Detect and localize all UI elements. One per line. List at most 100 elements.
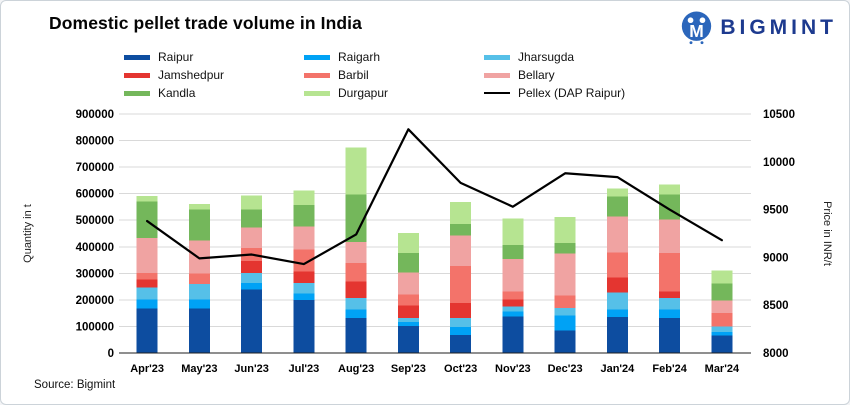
bar-segment-raigarh-feb-24	[659, 309, 681, 318]
legend-column: Raipur Jamshedpur Kandla	[124, 50, 224, 100]
legend-item-bellary: Bellary	[484, 68, 625, 82]
bar-segment-raigarh-jul-23	[293, 293, 315, 301]
right-axis-title: Price in INR/t	[821, 201, 833, 266]
legend-item-raigarh: Raigarh	[304, 50, 388, 64]
legend-item-kandla: Kandla	[124, 86, 224, 100]
bar-segment-jamshedpur-feb-24	[659, 291, 681, 299]
legend-item-pellex-dap-raipur: Pellex (DAP Raipur)	[484, 86, 625, 100]
x-axis-label: Aug'23	[338, 363, 374, 375]
left-axis-tick-label: 700000	[76, 162, 114, 174]
bar-segment-kandla-mar-24	[711, 283, 733, 301]
bar-segment-jamshedpur-sep-23	[397, 305, 419, 318]
x-axis-label: Sep'23	[391, 363, 426, 375]
bar-segment-durgapur-mar-24	[711, 270, 733, 284]
bar-segment-durgapur-jan-24	[606, 188, 628, 197]
bar-segment-barbil-feb-24	[659, 252, 681, 292]
bar-segment-barbil-jan-24	[606, 252, 628, 278]
bigmint-logo: M BIGMINT	[680, 10, 837, 46]
legend-color-swatch	[304, 90, 330, 96]
legend-item-raipur: Raipur	[124, 50, 224, 64]
legend-label: Raipur	[158, 50, 194, 64]
legend-column: Jharsugda Bellary Pellex (DAP Raipur)	[484, 50, 625, 100]
legend-label: Jamshedpur	[158, 68, 225, 82]
bar-segment-barbil-apr-23	[136, 273, 158, 280]
bar-segment-raigarh-aug-23	[345, 309, 367, 318]
bar-segment-raipur-aug-23	[345, 317, 367, 353]
bar-segment-barbil-mar-24	[711, 313, 733, 327]
left-axis-tick-label: 600000	[76, 189, 114, 201]
bar-segment-jharsugda-dec-23	[554, 308, 576, 316]
bar-segment-kandla-oct-23	[450, 224, 472, 236]
bar-segment-durgapur-sep-23	[397, 233, 419, 254]
legend-label: Jharsugda	[518, 50, 575, 64]
x-axis-label: Mar'24	[705, 363, 740, 375]
bar-segment-bellary-dec-23	[554, 253, 576, 296]
bar-segment-kandla-jun-23	[241, 209, 263, 228]
x-axis-label: Jan'24	[600, 363, 635, 375]
bar-segment-raipur-may-23	[188, 308, 210, 353]
right-axis-tick-label: 8500	[763, 300, 789, 312]
bigmint-wordmark: BIGMINT	[720, 16, 837, 39]
bar-segment-barbil-jul-23	[293, 249, 315, 272]
bar-segment-raigarh-mar-24	[711, 331, 733, 336]
bar-segment-barbil-aug-23	[345, 262, 367, 282]
bar-segment-raipur-jun-23	[241, 289, 263, 353]
bar-segment-raigarh-oct-23	[450, 326, 472, 336]
legend-item-jamshedpur: Jamshedpur	[124, 68, 224, 82]
x-axis-label: Dec'23	[548, 363, 583, 375]
bar-segment-barbil-dec-23	[554, 295, 576, 309]
legend-color-swatch	[484, 54, 510, 60]
bar-segment-barbil-may-23	[188, 273, 210, 284]
legend-label: Kandla	[158, 86, 196, 100]
x-axis-label: Feb'24	[652, 363, 687, 375]
bar-segment-jharsugda-oct-23	[450, 317, 472, 327]
bar-segment-raipur-dec-23	[554, 330, 576, 353]
bar-segment-jharsugda-aug-23	[345, 298, 367, 310]
bar-segment-kandla-sep-23	[397, 253, 419, 273]
bar-segment-bellary-apr-23	[136, 238, 158, 274]
bar-segment-raigarh-dec-23	[554, 315, 576, 331]
legend-label: Durgapur	[338, 86, 389, 100]
bar-segment-jamshedpur-jul-23	[293, 271, 315, 283]
right-axis-tick-label: 10000	[763, 157, 795, 169]
bar-segment-bellary-jul-23	[293, 226, 315, 250]
x-axis-label: Nov'23	[495, 363, 531, 375]
right-axis-tick-label: 8000	[763, 348, 789, 360]
bigmint-logo-icon: M	[682, 11, 712, 45]
bar-segment-raipur-nov-23	[502, 316, 524, 353]
right-axis-tick-label: 9000	[763, 252, 789, 264]
legend-color-swatch	[484, 72, 510, 78]
x-axis-label: Oct'23	[444, 363, 477, 375]
bar-segment-jamshedpur-apr-23	[136, 279, 158, 288]
bar-segment-barbil-oct-23	[450, 266, 472, 303]
bar-segment-jamshedpur-jan-24	[606, 277, 628, 293]
bar-segment-raigarh-jan-24	[606, 309, 628, 317]
left-axis-tick-label: 500000	[76, 215, 114, 227]
bar-segment-raigarh-apr-23	[136, 299, 158, 309]
legend-color-swatch	[124, 90, 150, 96]
bar-segment-kandla-aug-23	[345, 194, 367, 242]
bar-segment-durgapur-feb-24	[659, 184, 681, 195]
bar-segment-jamshedpur-oct-23	[450, 302, 472, 318]
bar-segment-kandla-dec-23	[554, 242, 576, 254]
bar-segment-durgapur-nov-23	[502, 218, 524, 246]
left-axis-tick-label: 0	[108, 348, 114, 360]
left-axis-tick-label: 300000	[76, 268, 114, 280]
bar-segment-raipur-oct-23	[450, 335, 472, 353]
legend-color-swatch	[304, 54, 330, 60]
bar-segment-jharsugda-nov-23	[502, 306, 524, 312]
x-axis-label: May'23	[181, 363, 217, 375]
left-axis-tick-label: 200000	[76, 295, 114, 307]
bar-segment-jharsugda-jun-23	[241, 272, 263, 283]
bar-segment-bellary-may-23	[188, 240, 210, 274]
legend-label: Pellex (DAP Raipur)	[518, 86, 626, 100]
bar-segment-kandla-jul-23	[293, 204, 315, 227]
x-axis-label: Jun'23	[234, 363, 268, 375]
bar-segment-jamshedpur-jun-23	[241, 261, 263, 273]
bar-segment-raipur-jul-23	[293, 300, 315, 353]
legend-item-durgapur: Durgapur	[304, 86, 388, 100]
left-axis-tick-label: 800000	[76, 136, 114, 148]
bar-segment-raipur-mar-24	[711, 335, 733, 353]
bar-segment-bellary-mar-24	[711, 300, 733, 314]
